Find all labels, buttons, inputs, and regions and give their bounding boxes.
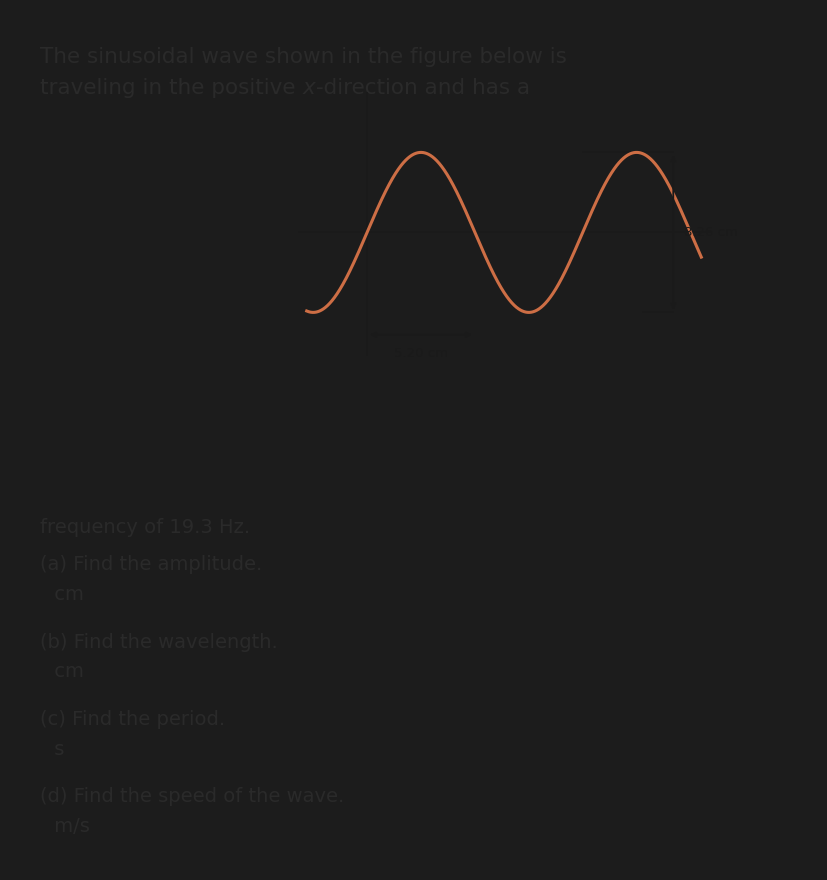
Text: m/s: m/s (48, 817, 90, 836)
Text: (c) Find the period.: (c) Find the period. (41, 710, 225, 730)
Text: s: s (48, 739, 65, 759)
Text: (a) Find the amplitude.: (a) Find the amplitude. (41, 555, 262, 575)
Text: (b) Find the wavelength.: (b) Find the wavelength. (41, 633, 278, 652)
Text: frequency of 19.3 Hz.: frequency of 19.3 Hz. (41, 517, 251, 537)
Text: (d) Find the speed of the wave.: (d) Find the speed of the wave. (41, 788, 344, 806)
Text: -direction and has a: -direction and has a (315, 78, 529, 98)
Text: 8.26 cm: 8.26 cm (683, 226, 737, 238)
Text: 5.20 cm: 5.20 cm (394, 347, 447, 360)
Text: cm: cm (48, 585, 84, 604)
Text: The sinusoidal wave shown in the figure below is: The sinusoidal wave shown in the figure … (41, 47, 566, 67)
Text: traveling in the positive: traveling in the positive (41, 78, 303, 98)
Text: cm: cm (48, 662, 84, 681)
Text: x: x (303, 78, 315, 98)
